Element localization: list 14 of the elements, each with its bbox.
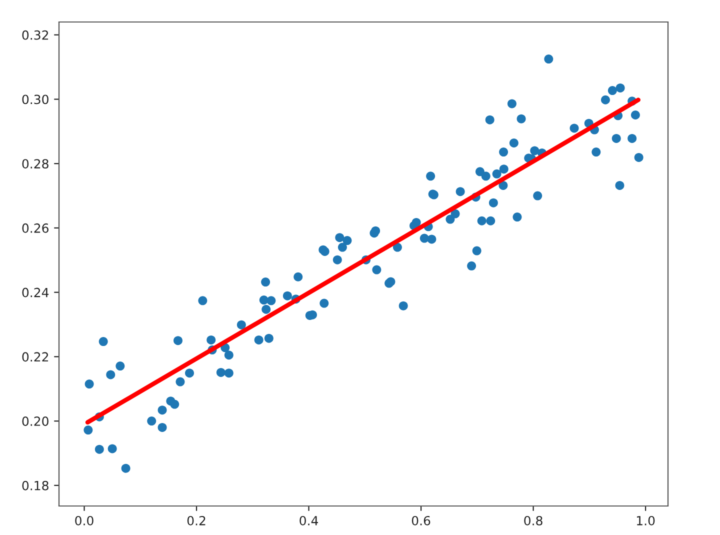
- y-tick-label: 0.26: [22, 223, 48, 233]
- x-tick-label: 0.4: [300, 516, 318, 526]
- x-tick-label: 0.8: [524, 516, 542, 526]
- y-tick-label: 0.22: [22, 352, 48, 362]
- y-tick-label: 0.28: [22, 159, 48, 169]
- y-tick-label: 0.18: [22, 480, 48, 490]
- x-tick-label: 0.2: [187, 516, 206, 526]
- y-tick-label: 0.32: [22, 30, 48, 40]
- y-tick-label: 0.20: [22, 416, 48, 426]
- x-tick-label: 1.0: [636, 516, 655, 526]
- y-tick-label: 0.24: [22, 288, 49, 298]
- x-tick-label: 0.6: [412, 516, 430, 526]
- x-tick-label: 0.0: [75, 516, 94, 526]
- y-tick-label: 0.30: [22, 94, 48, 104]
